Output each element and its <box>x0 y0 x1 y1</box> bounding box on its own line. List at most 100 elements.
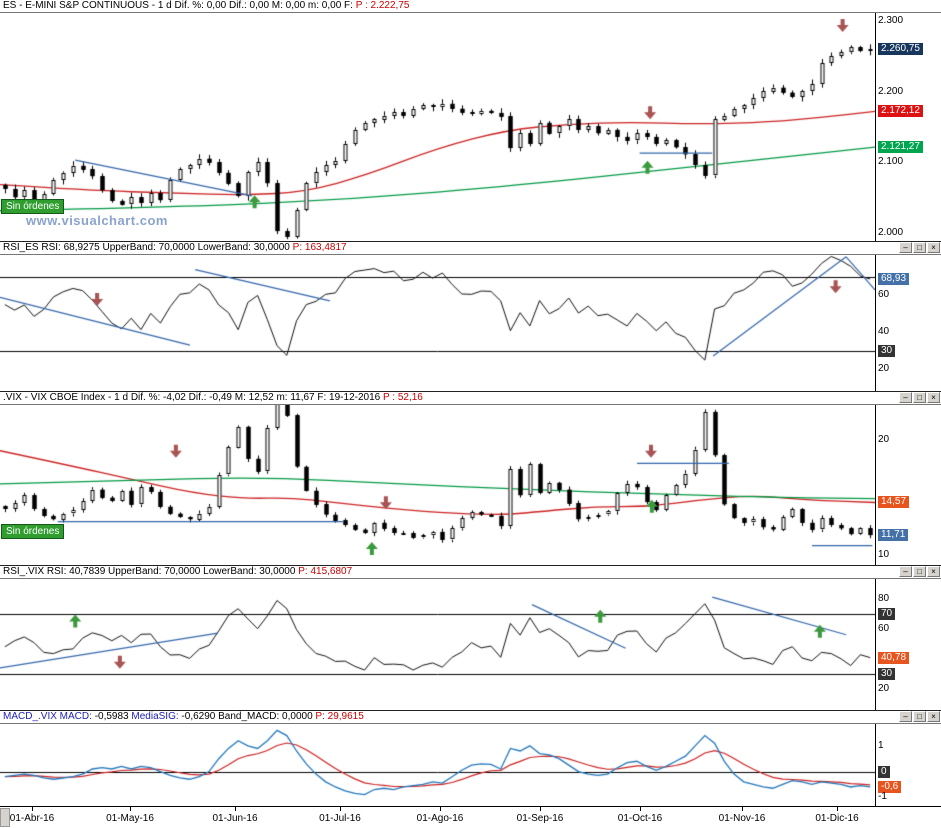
maximize-icon: □ <box>917 243 922 252</box>
price-marker-badge: 14,57 <box>878 496 910 508</box>
window-controls: – □ × <box>899 392 940 403</box>
close-icon: × <box>931 712 936 721</box>
y-axis-label: 2.000 <box>878 227 904 238</box>
time-axis-label: 01-Abr-16 <box>9 813 55 824</box>
time-tick <box>130 807 131 811</box>
chart-canvas-vix-price[interactable] <box>0 405 875 565</box>
price-marker-badge: 70 <box>878 608 896 620</box>
time-axis-label: 01-Jun-16 <box>212 813 258 824</box>
title-text: P: 29,9615 <box>315 711 364 722</box>
y-axis-label: 2.100 <box>878 156 904 167</box>
price-axis-vix-price[interactable]: 20 14,57 11,71 10 <box>875 405 941 565</box>
no-orders-badge: Sin órdenes <box>1 199 65 214</box>
time-tick <box>440 807 441 811</box>
price-marker-badge: 2.260,75 <box>878 43 923 55</box>
chart-canvas-vix-macd[interactable] <box>0 724 875 806</box>
time-tick <box>742 807 743 811</box>
maximize-button[interactable]: □ <box>913 242 926 253</box>
time-axis-label: 01-Ago-16 <box>416 813 464 824</box>
time-axis-label: 01-May-16 <box>106 813 154 824</box>
time-axis-label: 01-Dic-16 <box>815 813 859 824</box>
price-marker-badge: 2.121,27 <box>878 141 923 153</box>
minimize-icon: – <box>903 243 908 252</box>
price-marker-badge: -0,6 <box>878 781 902 793</box>
close-button[interactable]: × <box>927 392 940 403</box>
maximize-icon: □ <box>917 567 922 576</box>
close-icon: × <box>931 243 936 252</box>
title-text: P : 52,16 <box>383 392 423 403</box>
close-button[interactable]: × <box>927 566 940 577</box>
minimize-icon: – <box>903 393 908 402</box>
title-text: Dif. %: 0,00 Dif.: 0,00 M: 0,00 m: 0,00 … <box>174 0 356 11</box>
title-text: .VIX - VIX CBOE Index - 1 d <box>3 392 131 403</box>
maximize-button[interactable]: □ <box>913 566 926 577</box>
y-axis-label: 20 <box>878 683 890 694</box>
minimize-icon: – <box>903 567 908 576</box>
plot-area-vix-rsi <box>0 579 875 710</box>
panel-vix-price: .VIX - VIX CBOE Index - 1 d Dif. %: -4,0… <box>0 391 941 565</box>
title-text: -0,5983 <box>94 711 132 722</box>
panel-titlebar-vix-rsi: RSI_.VIX RSI: 40,7839 UpperBand: 70,0000… <box>0 566 941 579</box>
maximize-button[interactable]: □ <box>913 711 926 722</box>
title-text: MediaSIG: <box>131 711 182 722</box>
price-marker-badge: 30 <box>878 668 896 680</box>
panel-titlebar-es-rsi: RSI_ES RSI: 68,9275 UpperBand: 70,0000 L… <box>0 242 941 255</box>
y-axis-label: 2.200 <box>878 86 904 97</box>
chart-canvas-es-price[interactable] <box>0 13 875 241</box>
no-orders-badge: Sin órdenes <box>1 524 65 539</box>
minimize-button[interactable]: – <box>899 566 912 577</box>
panel-titlebar-vix-macd: MACD_.VIX MACD: -0,5983 MediaSIG: -0,629… <box>0 711 941 724</box>
window-controls: – □ × <box>899 566 940 577</box>
window-controls: – □ × <box>899 711 940 722</box>
y-axis-label: -1 <box>878 791 887 802</box>
time-tick <box>540 807 541 811</box>
title-text: RSI_ES RSI: 68,9275 UpperBand: 70,0000 L… <box>3 242 293 253</box>
y-axis-label: 1 <box>878 740 884 751</box>
panel-vix-rsi: RSI_.VIX RSI: 40,7839 UpperBand: 70,0000… <box>0 565 941 710</box>
price-axis-vix-rsi[interactable]: 80 70 60 40,78 30 20 <box>875 579 941 710</box>
price-marker-badge: 40,78 <box>878 652 910 664</box>
chart-canvas-vix-rsi[interactable] <box>0 579 875 710</box>
minimize-icon: – <box>903 712 908 721</box>
plot-area-es-rsi <box>0 255 875 391</box>
close-button[interactable]: × <box>927 711 940 722</box>
time-axis-label: 01-Sep-16 <box>516 813 564 824</box>
close-button[interactable]: × <box>927 242 940 253</box>
minimize-button[interactable]: – <box>899 711 912 722</box>
panel-es-rsi: RSI_ES RSI: 68,9275 UpperBand: 70,0000 L… <box>0 241 941 391</box>
minimize-button[interactable]: – <box>899 242 912 253</box>
time-tick <box>640 807 641 811</box>
time-tick <box>340 807 341 811</box>
panel-es-price: ES - E-MINI S&P CONTINUOUS - 1 d Dif. %:… <box>0 0 941 241</box>
price-axis-vix-macd[interactable]: 1 0 -0,6 -1 <box>875 724 941 806</box>
y-axis-label: 40 <box>878 326 890 337</box>
time-axis[interactable]: 01-Abr-16 01-May-16 01-Jun-16 01-Jul-16 01-A… <box>0 806 941 828</box>
time-tick <box>235 807 236 811</box>
y-axis-label: 60 <box>878 289 890 300</box>
price-marker-badge: 30 <box>878 345 896 357</box>
panel-titlebar-es-price: ES - E-MINI S&P CONTINUOUS - 1 d Dif. %:… <box>0 0 941 13</box>
title-text: P: 163,4817 <box>292 242 347 253</box>
y-axis-label: 2.300 <box>878 15 904 26</box>
time-axis-label: 01-Oct-16 <box>617 813 663 824</box>
price-marker-badge: 68,93 <box>878 273 910 285</box>
minimize-button[interactable]: – <box>899 392 912 403</box>
plot-area-vix-price: Sin órdenes <box>0 405 875 565</box>
y-axis-label: 80 <box>878 593 890 604</box>
y-axis-label: 10 <box>878 549 890 560</box>
chart-panels: ES - E-MINI S&P CONTINUOUS - 1 d Dif. %:… <box>0 0 941 806</box>
chart-canvas-es-rsi[interactable] <box>0 255 875 391</box>
price-axis-es-rsi[interactable]: 68,93 60 40 30 20 <box>875 255 941 391</box>
title-text: Dif. %: -4,02 Dif.: -0,49 M: 12,52 m: 11… <box>130 392 383 403</box>
time-tick <box>32 807 33 811</box>
price-axis-es-price[interactable]: 2.300 2.260,75 2.200 2.172,12 2.121,27 2.100 2… <box>875 13 941 241</box>
maximize-button[interactable]: □ <box>913 392 926 403</box>
title-text: P : 2.222,75 <box>355 0 410 11</box>
title-text: -0,6290 <box>181 711 219 722</box>
title-text: P: 415,6807 <box>298 566 353 577</box>
title-text: MACD_.VIX MACD: <box>3 711 95 722</box>
window-controls: – □ × <box>899 242 940 253</box>
time-axis-label: 01-Nov-16 <box>718 813 766 824</box>
maximize-icon: □ <box>917 393 922 402</box>
plot-area-es-price: Sin órdenes www.visualchart.com <box>0 13 875 241</box>
